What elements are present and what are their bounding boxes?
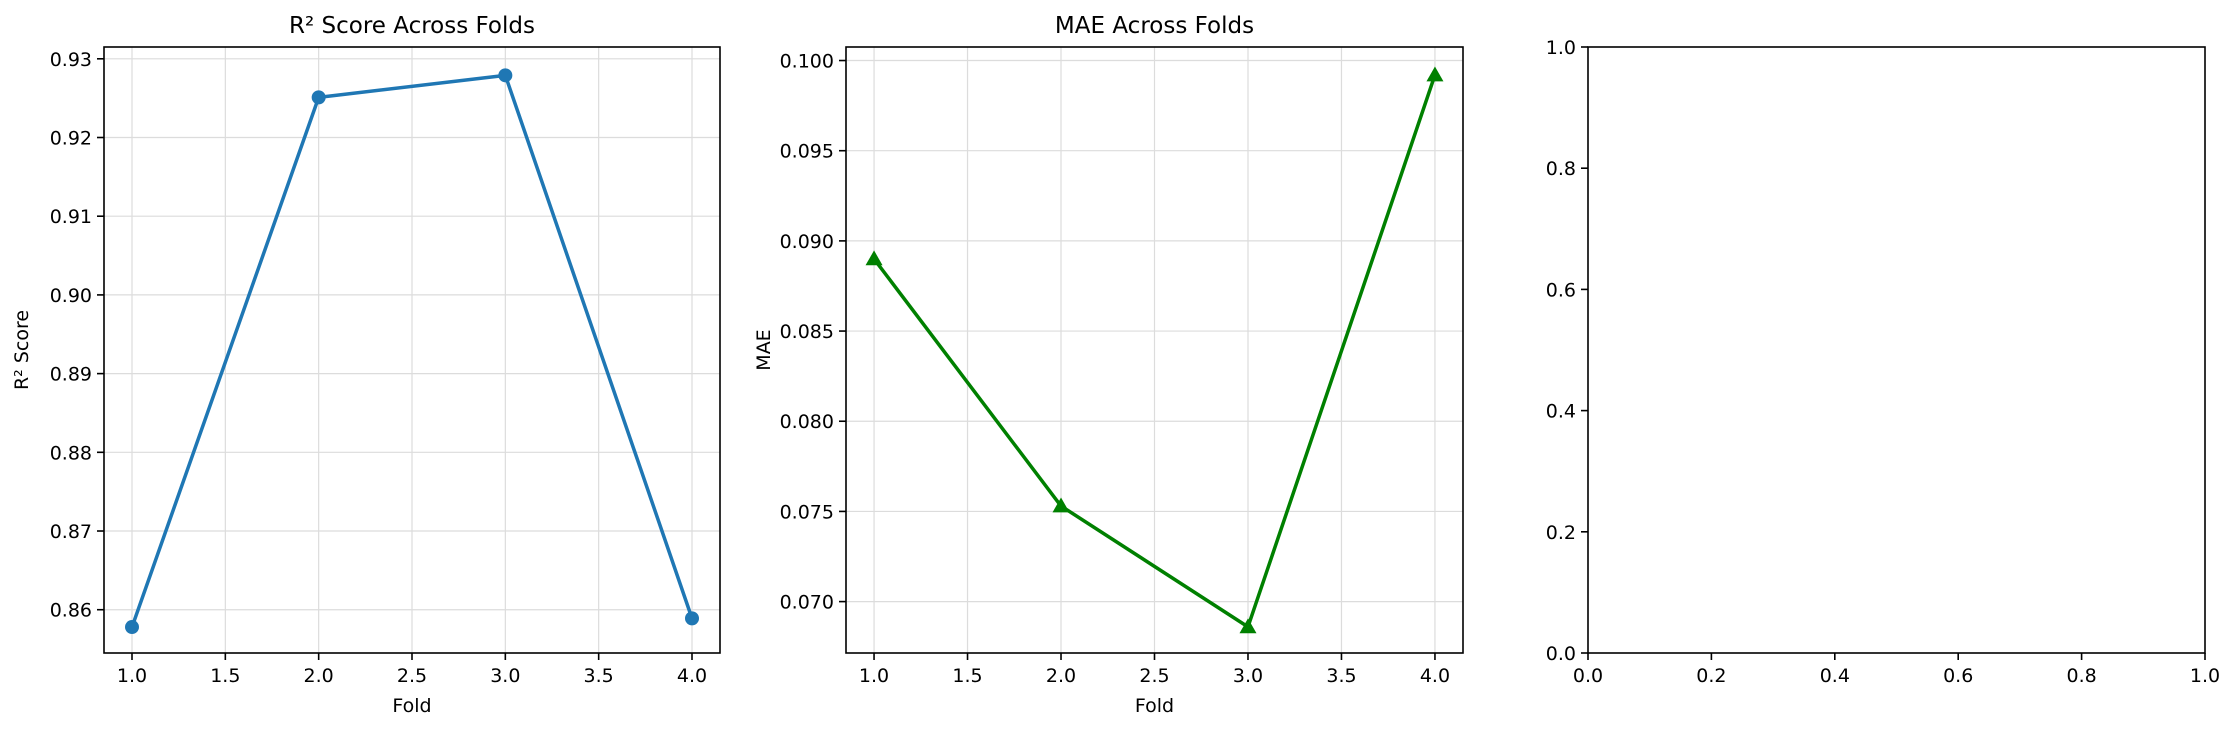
chart-title: R² Score Across Folds — [289, 13, 535, 39]
x-tick-label: 0.0 — [1573, 665, 1603, 687]
data-point — [865, 250, 883, 266]
chart-panel-3: 0.0 0.2 0.4 0.6 0.8 1.0 0.0 0.2 0.4 0.6 0.8 1.0 — [1546, 37, 2220, 687]
y-tick-label: 0.87 — [50, 521, 92, 543]
axes-frame — [1587, 46, 2206, 654]
y-tick-label: 0.095 — [780, 141, 834, 163]
y-tick-label: 0.91 — [50, 206, 92, 228]
x-tick-label: 1.0 — [2190, 665, 2220, 687]
series-line — [872, 74, 1437, 629]
chart-title: MAE Across Folds — [1055, 13, 1254, 39]
x-tick-label: 1.0 — [117, 665, 147, 687]
y-axis-label: MAE — [753, 329, 775, 370]
x-tick-label: 2.5 — [397, 665, 427, 687]
data-point — [498, 68, 513, 83]
x-tick-label: 4.0 — [1420, 665, 1450, 687]
y-tick-label: 0.4 — [1546, 401, 1576, 423]
x-tick-label: 0.4 — [1820, 665, 1850, 687]
y-tick-label: 0.93 — [50, 49, 92, 71]
y-tick-label: 0.90 — [50, 285, 92, 307]
y-tick-label: 0.085 — [780, 321, 834, 343]
y-tick-label: 0.86 — [50, 600, 92, 622]
y-tick-label: 0.070 — [780, 592, 834, 614]
x-tick-label: 1.5 — [952, 665, 982, 687]
data-point — [1239, 618, 1257, 634]
y-tick-label: 0.100 — [780, 51, 834, 73]
x-axis-label: Fold — [392, 695, 431, 717]
y-tick-label: 0.080 — [780, 411, 834, 433]
x-tick-label: 0.2 — [1696, 665, 1726, 687]
data-point — [125, 620, 139, 635]
x-tick-label: 3.5 — [584, 665, 614, 687]
y-tick-label: 0.8 — [1546, 158, 1576, 180]
x-tick-label: 2.5 — [1139, 665, 1169, 687]
x-tick-label: 0.6 — [1943, 665, 1973, 687]
y-tick-label: 0.2 — [1546, 522, 1576, 544]
y-tick-label: 0.090 — [780, 231, 834, 253]
x-tick-label: 1.0 — [859, 665, 889, 687]
data-point — [1052, 497, 1070, 513]
y-tick-label: 1.0 — [1546, 37, 1576, 59]
y-axis-label: R² Score — [11, 310, 33, 390]
x-tick-label: 2.0 — [1046, 665, 1076, 687]
data-point — [685, 611, 699, 626]
x-tick-label: 3.0 — [490, 665, 520, 687]
data-point — [311, 90, 326, 105]
series-line — [130, 73, 694, 628]
x-tick-label: 3.5 — [1326, 665, 1356, 687]
x-tick-label: 3.0 — [1233, 665, 1263, 687]
grid — [846, 47, 1463, 653]
chart-panel-2: 1.0 1.5 2.0 2.5 3.0 3.5 4.0 0.070 0.075 0.080 0.08… — [753, 13, 1464, 717]
chart-panel-1: 1.0 1.5 2.0 2.5 3.0 3.5 4.0 0.86 0.87 0.88 0.89 0.9… — [11, 13, 721, 717]
y-tick-label: 0.0 — [1546, 643, 1576, 665]
y-tick-label: 0.6 — [1546, 279, 1576, 301]
y-tick-label: 0.89 — [50, 364, 92, 386]
y-tick-label: 0.075 — [780, 501, 834, 523]
x-tick-label: 0.8 — [2066, 665, 2096, 687]
x-tick-label: 1.5 — [210, 665, 240, 687]
grid — [104, 47, 720, 653]
y-tick-label: 0.92 — [50, 128, 92, 150]
y-tick-label: 0.88 — [50, 442, 92, 464]
data-point — [1426, 66, 1444, 82]
x-tick-label: 4.0 — [677, 665, 707, 687]
x-tick-label: 2.0 — [304, 665, 334, 687]
x-axis-label: Fold — [1135, 695, 1174, 717]
